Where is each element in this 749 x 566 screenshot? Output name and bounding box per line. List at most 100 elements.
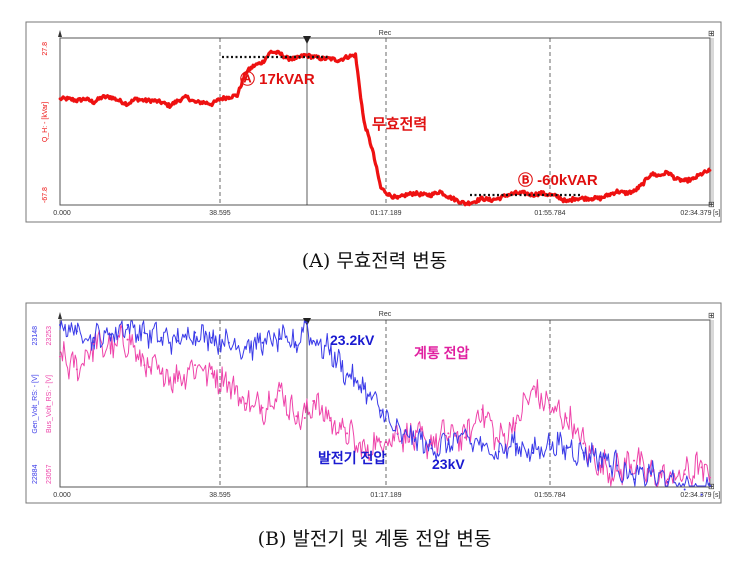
data-point-reactive-34 bbox=[345, 55, 349, 59]
data-point-reactive-73 bbox=[674, 177, 678, 181]
data-point-bus-9 bbox=[210, 372, 213, 375]
data-point-reactive-8 bbox=[126, 102, 129, 106]
data-point-bus-34 bbox=[616, 469, 619, 472]
data-point-bus-1 bbox=[75, 368, 78, 371]
data-point-reactive-49 bbox=[472, 200, 476, 204]
data-point-reactive-51 bbox=[489, 198, 492, 202]
data-point-reactive-67 bbox=[624, 191, 627, 195]
data-point-reactive-3 bbox=[83, 97, 87, 101]
x-tick-B-2: 01:17.189 bbox=[370, 492, 401, 499]
x-unit-A: [s] bbox=[713, 210, 720, 217]
data-point-reactive-22 bbox=[244, 71, 248, 74]
data-point-reactive-0 bbox=[58, 97, 62, 101]
y-axis-label-bus: Bus_Volt_RS: - [V] bbox=[46, 375, 53, 433]
data-point-gen-0 bbox=[59, 324, 61, 327]
y-tick-top-gen: 23148 bbox=[32, 326, 39, 346]
data-point-gen-1 bbox=[75, 330, 78, 333]
data-point-reactive-48 bbox=[463, 202, 467, 206]
data-point-bus-20 bbox=[379, 440, 382, 443]
data-point-reactive-62 bbox=[581, 196, 585, 200]
data-point-gen-35 bbox=[633, 478, 636, 481]
data-point-reactive-37 bbox=[370, 148, 374, 151]
data-point-bus-14 bbox=[295, 415, 298, 418]
series-line-gen-voltage bbox=[59, 320, 711, 487]
data-point-bus-12 bbox=[261, 406, 264, 409]
data-point-reactive-39 bbox=[387, 193, 391, 197]
data-point-bus-15 bbox=[303, 416, 306, 419]
data-point-reactive-16 bbox=[193, 100, 197, 104]
data-point-reactive-10 bbox=[143, 99, 146, 102]
data-point-bus-26 bbox=[481, 408, 484, 411]
x-tick-A-3: 01:55.784 bbox=[534, 210, 565, 217]
right-strip-A bbox=[711, 38, 714, 205]
x-tick-A-1: 38.595 bbox=[209, 210, 231, 217]
data-point-gen-30 bbox=[548, 442, 551, 445]
data-point-reactive-63 bbox=[590, 196, 594, 200]
data-point-gen-32 bbox=[582, 451, 585, 454]
data-point-bus-6 bbox=[160, 372, 163, 375]
data-point-bus-29 bbox=[531, 388, 534, 391]
x-unit-B: [s] bbox=[713, 492, 720, 499]
y-tick-top-bus: 23253 bbox=[46, 326, 53, 346]
data-point-reactive-66 bbox=[615, 189, 619, 193]
data-point-reactive-14 bbox=[176, 99, 180, 102]
data-point-gen-34 bbox=[616, 464, 619, 467]
data-point-gen-3 bbox=[109, 333, 112, 336]
data-point-reactive-68 bbox=[632, 189, 636, 193]
data-point-reactive-44 bbox=[430, 193, 433, 197]
data-point-reactive-9 bbox=[134, 97, 138, 101]
data-point-gen-11 bbox=[244, 346, 247, 349]
data-point-gen-36 bbox=[649, 472, 652, 475]
data-point-reactive-38 bbox=[379, 186, 383, 190]
x-tick-B-0: 0.000 bbox=[53, 492, 71, 499]
data-point-bus-23 bbox=[430, 442, 433, 445]
data-point-reactive-6 bbox=[109, 95, 113, 99]
caption-a: (A) 무효전력 변동 bbox=[301, 250, 448, 272]
y-tick-bottom-bus: 23057 bbox=[46, 464, 53, 484]
data-point-bus-16 bbox=[312, 399, 315, 402]
x-tick-A-4: 02:34.379 bbox=[680, 210, 711, 217]
annotation-23-2kv: 23.2kV bbox=[330, 332, 375, 348]
data-point-reactive-64 bbox=[598, 196, 602, 200]
data-point-bus-37 bbox=[666, 478, 669, 481]
x-tick-A-0: 0.000 bbox=[53, 210, 71, 217]
data-point-gen-29 bbox=[531, 451, 534, 454]
data-point-reactive-23 bbox=[252, 64, 256, 68]
data-point-gen-26 bbox=[481, 445, 484, 448]
data-point-gen-4 bbox=[126, 324, 129, 327]
data-point-bus-28 bbox=[514, 422, 517, 425]
data-point-gen-24 bbox=[447, 442, 450, 445]
data-point-bus-17 bbox=[329, 419, 332, 422]
data-point-reactive-21 bbox=[235, 93, 239, 97]
data-point-reactive-71 bbox=[657, 174, 661, 178]
data-point-gen-37 bbox=[666, 480, 669, 483]
series-line-reactive bbox=[58, 49, 711, 207]
end-marker-A: ⊞ bbox=[708, 29, 715, 38]
data-point-bus-27 bbox=[497, 440, 500, 443]
data-point-reactive-5 bbox=[100, 95, 104, 99]
data-point-reactive-13 bbox=[168, 104, 172, 108]
y-tick-bottom-gen: 22884 bbox=[32, 464, 39, 484]
data-point-bus-40 bbox=[709, 476, 711, 479]
data-point-bus-31 bbox=[565, 416, 568, 419]
data-point-reactive-43 bbox=[421, 193, 425, 197]
data-point-reactive-27 bbox=[286, 57, 290, 61]
data-point-bus-18 bbox=[346, 432, 349, 435]
data-point-gen-10 bbox=[227, 341, 230, 344]
data-point-reactive-61 bbox=[573, 196, 577, 200]
start-marker-B bbox=[58, 312, 62, 319]
data-point-bus-35 bbox=[633, 459, 636, 462]
data-point-reactive-70 bbox=[649, 172, 653, 176]
data-point-reactive-41 bbox=[404, 193, 408, 197]
data-point-bus-7 bbox=[177, 376, 180, 379]
data-point-bus-25 bbox=[464, 436, 467, 439]
data-point-reactive-18 bbox=[210, 102, 214, 106]
data-point-reactive-58 bbox=[548, 193, 552, 197]
data-point-bus-10 bbox=[227, 381, 230, 384]
annotation-gen-voltage: 발전기 전압 bbox=[318, 450, 386, 466]
data-point-bus-39 bbox=[700, 466, 703, 469]
data-point-bus-5 bbox=[143, 364, 146, 367]
data-point-reactive-20 bbox=[227, 95, 231, 99]
data-point-bus-38 bbox=[683, 473, 686, 476]
